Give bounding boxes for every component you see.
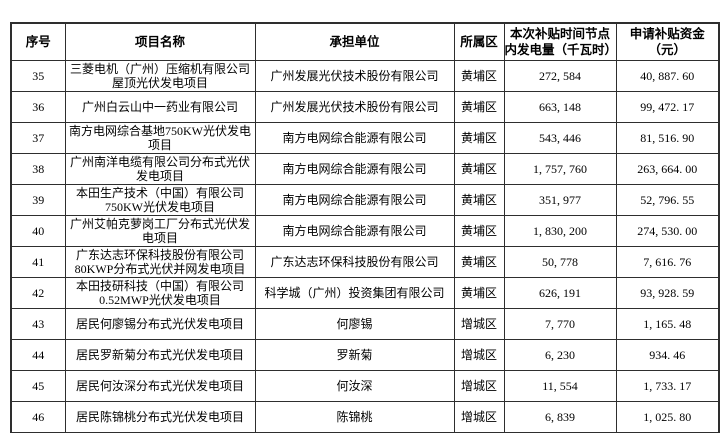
header-seq: 序号 xyxy=(10,22,66,61)
cell-district: 增城区 xyxy=(453,370,505,402)
cell-unit: 何汝深 xyxy=(254,370,455,402)
header-generation: 本次补贴时间节点 内发电量（千瓦时） xyxy=(503,22,617,61)
table-row: 40 广州艾帕克萝岗工厂分布式光伏发电项目 南方电网综合能源有限公司 黄埔区 1… xyxy=(10,215,720,247)
cell-subsidy: 81, 516. 90 xyxy=(615,122,720,154)
cell-seq: 41 xyxy=(10,246,66,278)
table-row: 37 南方电网综合基地750KW光伏发电项目 南方电网综合能源有限公司 黄埔区 … xyxy=(10,122,720,154)
table-row: 38 广州南洋电缆有限公司分布式光伏发电项目 南方电网综合能源有限公司 黄埔区 … xyxy=(10,153,720,185)
cell-subsidy: 1, 165. 48 xyxy=(615,308,720,340)
table-row: 44 居民罗新菊分布式光伏发电项目 罗新菊 增城区 6, 230 934. 46 xyxy=(10,339,720,371)
table-row: 43 居民何廖锡分布式光伏发电项目 何廖锡 增城区 7, 770 1, 165.… xyxy=(10,308,720,340)
cell-project: 居民罗新菊分布式光伏发电项目 xyxy=(64,339,256,371)
cell-district: 黄埔区 xyxy=(453,122,505,154)
cell-subsidy: 934. 46 xyxy=(615,339,720,371)
cell-unit: 广州发展光伏技术股份有限公司 xyxy=(254,60,455,92)
header-undertaking-unit: 承担单位 xyxy=(254,22,455,61)
cell-generation: 1, 757, 760 xyxy=(503,153,617,185)
cell-subsidy: 99, 472. 17 xyxy=(615,91,720,123)
cell-generation: 7, 770 xyxy=(503,308,617,340)
cell-district: 黄埔区 xyxy=(453,246,505,278)
header-subsidy-amount: 申请补贴资金 （元） xyxy=(615,22,720,61)
cell-project: 本田技研科技（中国）有限公司0.52MWP光伏发电项目 xyxy=(64,277,256,309)
cell-seq: 44 xyxy=(10,339,66,371)
cell-district: 黄埔区 xyxy=(453,184,505,216)
cell-seq: 42 xyxy=(10,277,66,309)
cell-district: 黄埔区 xyxy=(453,91,505,123)
cell-district: 黄埔区 xyxy=(453,60,505,92)
cell-unit: 何廖锡 xyxy=(254,308,455,340)
cell-subsidy: 93, 928. 59 xyxy=(615,277,720,309)
cell-generation: 543, 446 xyxy=(503,122,617,154)
table-row: 39 本田生产技术（中国）有限公司750KW光伏发电项目 南方电网综合能源有限公… xyxy=(10,184,720,216)
cell-seq: 46 xyxy=(10,401,66,433)
header-district: 所属区 xyxy=(453,22,505,61)
table-row: 46 居民陈锦桃分布式光伏发电项目 陈锦桃 增城区 6, 839 1, 025.… xyxy=(10,401,720,433)
cell-subsidy: 1, 025. 80 xyxy=(615,401,720,433)
cell-generation: 272, 584 xyxy=(503,60,617,92)
cell-unit: 广东达志环保科技股份有限公司 xyxy=(254,246,455,278)
cell-project: 广州南洋电缆有限公司分布式光伏发电项目 xyxy=(64,153,256,185)
cell-generation: 351, 977 xyxy=(503,184,617,216)
cell-unit: 南方电网综合能源有限公司 xyxy=(254,122,455,154)
cell-generation: 626, 191 xyxy=(503,277,617,309)
cell-project: 广州艾帕克萝岗工厂分布式光伏发电项目 xyxy=(64,215,256,247)
cell-subsidy: 40, 887. 60 xyxy=(615,60,720,92)
cell-district: 黄埔区 xyxy=(453,153,505,185)
cell-district: 增城区 xyxy=(453,308,505,340)
cell-unit: 南方电网综合能源有限公司 xyxy=(254,153,455,185)
cell-district: 黄埔区 xyxy=(453,277,505,309)
cell-subsidy: 263, 664. 00 xyxy=(615,153,720,185)
header-project-name: 项目名称 xyxy=(64,22,256,61)
header-row: 序号 项目名称 承担单位 所属区 本次补贴时间节点 内发电量（千瓦时） 申请补贴… xyxy=(10,22,720,61)
cell-generation: 11, 554 xyxy=(503,370,617,402)
cell-seq: 45 xyxy=(10,370,66,402)
cell-project: 居民陈锦桃分布式光伏发电项目 xyxy=(64,401,256,433)
cell-generation: 663, 148 xyxy=(503,91,617,123)
table-row: 42 本田技研科技（中国）有限公司0.52MWP光伏发电项目 科学城（广州）投资… xyxy=(10,277,720,309)
subsidy-table: 序号 项目名称 承担单位 所属区 本次补贴时间节点 内发电量（千瓦时） 申请补贴… xyxy=(10,22,720,433)
cell-unit: 科学城（广州）投资集团有限公司 xyxy=(254,277,455,309)
cell-project: 广东达志环保科技股份有限公司80KWP分布式光伏并网发电项目 xyxy=(64,246,256,278)
cell-generation: 1, 830, 200 xyxy=(503,215,617,247)
cell-project: 本田生产技术（中国）有限公司750KW光伏发电项目 xyxy=(64,184,256,216)
cell-seq: 40 xyxy=(10,215,66,247)
cell-project: 广州白云山中一药业有限公司 xyxy=(64,91,256,123)
table-row: 45 居民何汝深分布式光伏发电项目 何汝深 增城区 11, 554 1, 733… xyxy=(10,370,720,402)
cell-unit: 南方电网综合能源有限公司 xyxy=(254,215,455,247)
cell-generation: 6, 230 xyxy=(503,339,617,371)
cell-project: 南方电网综合基地750KW光伏发电项目 xyxy=(64,122,256,154)
cell-project: 三菱电机（广州）压缩机有限公司屋顶光伏发电项目 xyxy=(64,60,256,92)
cell-district: 增城区 xyxy=(453,339,505,371)
cell-seq: 35 xyxy=(10,60,66,92)
table-row: 41 广东达志环保科技股份有限公司80KWP分布式光伏并网发电项目 广东达志环保… xyxy=(10,246,720,278)
cell-district: 增城区 xyxy=(453,401,505,433)
cell-project: 居民何汝深分布式光伏发电项目 xyxy=(64,370,256,402)
table-row: 35 三菱电机（广州）压缩机有限公司屋顶光伏发电项目 广州发展光伏技术股份有限公… xyxy=(10,60,720,92)
cell-seq: 36 xyxy=(10,91,66,123)
cell-unit: 陈锦桃 xyxy=(254,401,455,433)
table-body: 35 三菱电机（广州）压缩机有限公司屋顶光伏发电项目 广州发展光伏技术股份有限公… xyxy=(10,60,720,433)
cell-seq: 37 xyxy=(10,122,66,154)
cell-project: 居民何廖锡分布式光伏发电项目 xyxy=(64,308,256,340)
cell-seq: 43 xyxy=(10,308,66,340)
table-row: 36 广州白云山中一药业有限公司 广州发展光伏技术股份有限公司 黄埔区 663,… xyxy=(10,91,720,123)
cell-subsidy: 1, 733. 17 xyxy=(615,370,720,402)
cell-unit: 南方电网综合能源有限公司 xyxy=(254,184,455,216)
cell-subsidy: 7, 616. 76 xyxy=(615,246,720,278)
cell-seq: 38 xyxy=(10,153,66,185)
cell-unit: 广州发展光伏技术股份有限公司 xyxy=(254,91,455,123)
cell-subsidy: 52, 796. 55 xyxy=(615,184,720,216)
cell-seq: 39 xyxy=(10,184,66,216)
cell-generation: 50, 778 xyxy=(503,246,617,278)
cell-generation: 6, 839 xyxy=(503,401,617,433)
cell-subsidy: 274, 530. 00 xyxy=(615,215,720,247)
cell-unit: 罗新菊 xyxy=(254,339,455,371)
cell-district: 黄埔区 xyxy=(453,215,505,247)
table-header: 序号 项目名称 承担单位 所属区 本次补贴时间节点 内发电量（千瓦时） 申请补贴… xyxy=(10,22,720,61)
